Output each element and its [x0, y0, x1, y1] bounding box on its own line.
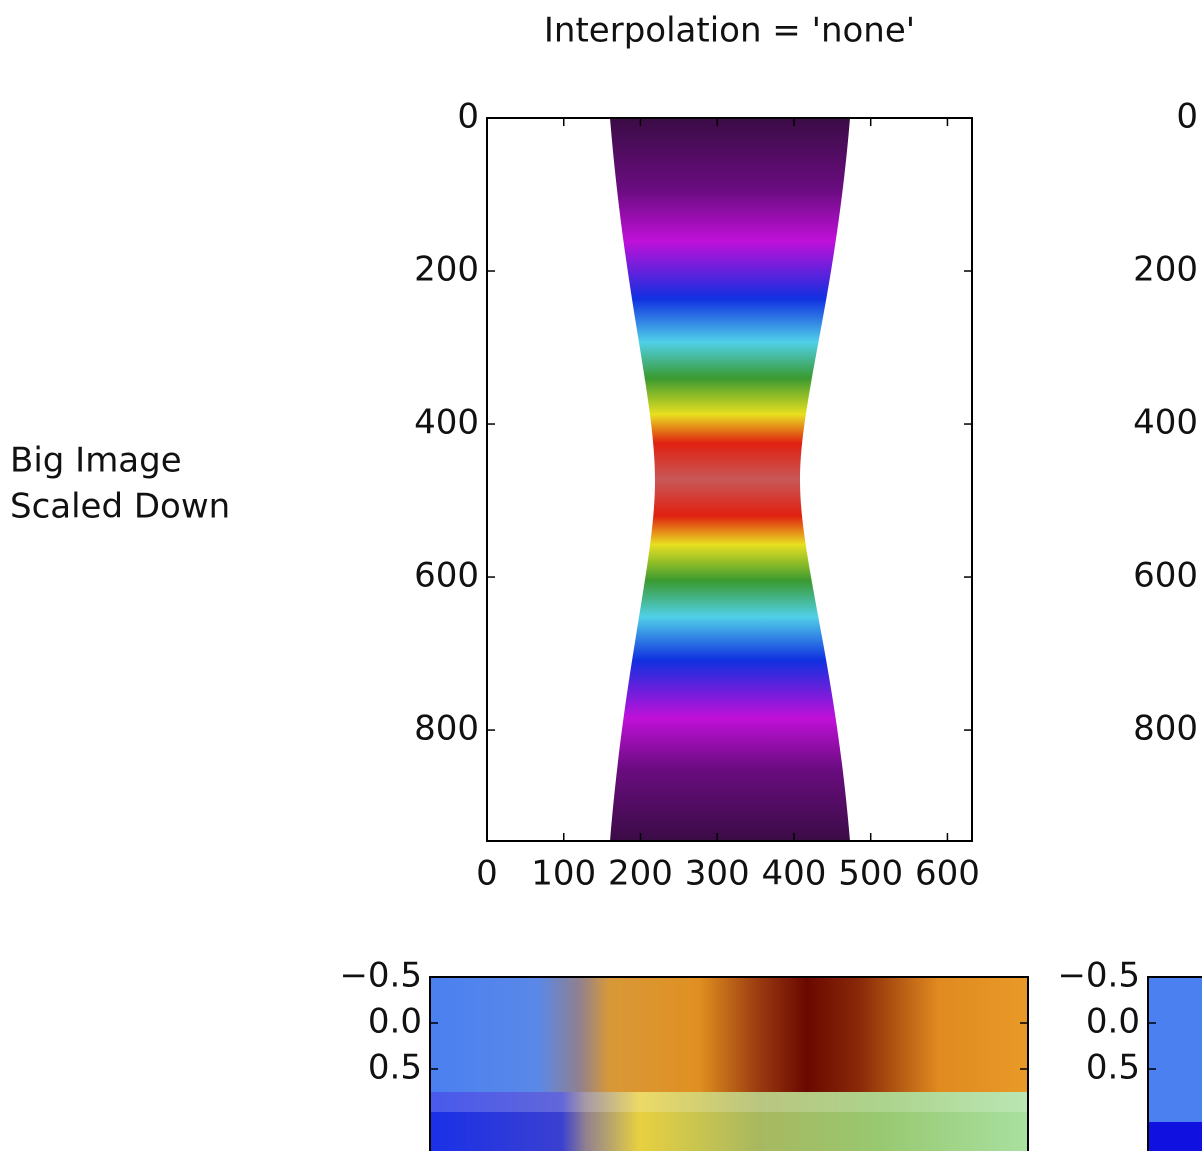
y-tick-label: 400: [414, 403, 479, 443]
y-tick-label: 0.0: [1086, 1002, 1140, 1042]
y-tick-label: 800: [1133, 709, 1198, 749]
y-tick-label: 0.5: [1086, 1048, 1140, 1088]
y-tick-label: 0: [1176, 97, 1198, 137]
y-tick-label: 600: [414, 556, 479, 596]
image-big: [610, 118, 850, 841]
axes-frame: [486, 117, 973, 842]
y-tick-label: −0.5: [1057, 956, 1140, 996]
chart-title: Interpolation = 'none': [544, 11, 915, 51]
y-tick-label: 200: [414, 250, 479, 290]
y-tick-label: 600: [1133, 556, 1198, 596]
x-tick-label: 400: [762, 854, 827, 894]
y-tick-label: 0.0: [368, 1002, 422, 1042]
x-tick-label: 600: [915, 854, 980, 894]
x-tick-label: 300: [685, 854, 750, 894]
y-tick-label: −0.5: [339, 956, 422, 996]
x-tick-label: 200: [608, 854, 673, 894]
row-label: Scaled Down: [10, 487, 230, 527]
image-small-right: [1148, 977, 1202, 1151]
x-tick-label: 0: [476, 854, 498, 894]
y-tick-label: 200: [1133, 250, 1198, 290]
image-small-left: [430, 977, 1028, 1151]
y-tick-label: 400: [1133, 403, 1198, 443]
row-label: Big Image: [10, 441, 182, 481]
y-tick-label: 0: [457, 97, 479, 137]
x-tick-label: 500: [838, 854, 903, 894]
y-tick-label: 800: [414, 709, 479, 749]
x-tick-label: 100: [531, 854, 596, 894]
y-tick-label: 0.5: [368, 1048, 422, 1088]
